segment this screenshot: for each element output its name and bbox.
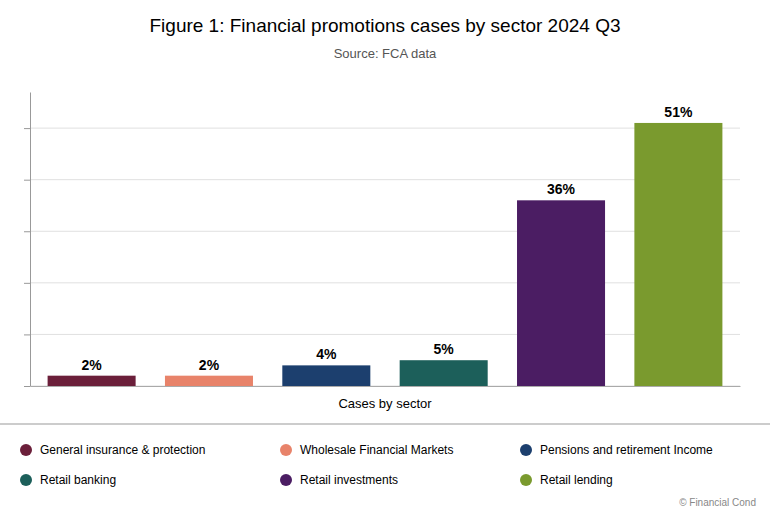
data-label: 4% [316, 346, 337, 362]
data-labels: 2% 2% 4% 5% 36% 51% [81, 104, 692, 373]
grid-line [30, 231, 740, 232]
data-label: 36% [547, 181, 576, 197]
y-axis [24, 93, 31, 387]
grid-line [30, 334, 740, 335]
legend-item: Pensions and retirement Income [520, 443, 713, 457]
legend-marker [520, 444, 532, 456]
legend-separator [0, 423, 770, 425]
legend-label: Retail lending [540, 473, 613, 487]
title: Figure 1: Financial promotions cases by … [149, 15, 620, 36]
grid-line [30, 179, 740, 180]
legend-label: Wholesale Financial Markets [300, 443, 453, 457]
y-tick-mark [24, 386, 30, 387]
data-label: 2% [199, 357, 220, 373]
y-tick [24, 231, 30, 232]
legend-label: Retail investments [300, 473, 398, 487]
subtitle: Source: FCA data [334, 46, 437, 61]
legend-marker [20, 474, 32, 486]
annotation: © Financial Cond [679, 497, 756, 508]
bar [48, 376, 136, 386]
legend-marker [280, 444, 292, 456]
y-tick [24, 180, 30, 181]
legend-item: Retail lending [520, 473, 613, 487]
data-label: 5% [434, 341, 455, 357]
x-axis-line [31, 386, 741, 387]
data-label: 51% [664, 104, 693, 120]
y-tick-mark [24, 283, 30, 284]
y-tick-mark [24, 231, 30, 232]
bar [282, 365, 370, 386]
y-tick [24, 128, 30, 129]
bar [165, 376, 253, 386]
legend-item: Retail banking [20, 473, 116, 487]
x-axis-title: Cases by sector [338, 396, 432, 411]
legend-marker [520, 474, 532, 486]
chart: Figure 1: Financial promotions cases by … [0, 0, 770, 514]
legend-item: General insurance & protection [20, 443, 205, 457]
bar [517, 200, 605, 386]
x-axis [31, 386, 741, 387]
legend: General insurance & protection Wholesale … [20, 443, 713, 487]
bars [48, 123, 723, 386]
legend-label: General insurance & protection [40, 443, 205, 457]
legend-label: Pensions and retirement Income [540, 443, 713, 457]
bar [634, 123, 722, 386]
legend-marker [280, 474, 292, 486]
y-axis-line [30, 93, 31, 387]
grid-line [30, 128, 740, 129]
y-tick [24, 283, 30, 284]
y-tick-mark [24, 180, 30, 181]
grid-line [30, 282, 740, 283]
legend-item: Wholesale Financial Markets [280, 443, 453, 457]
data-label: 2% [81, 357, 102, 373]
y-tick-mark [24, 128, 30, 129]
grid [30, 128, 740, 386]
legend-item: Retail investments [280, 473, 398, 487]
grid-line [30, 386, 740, 387]
plot: 2% 2% 4% 5% 36% 51% [24, 93, 741, 387]
y-tick [24, 386, 30, 387]
y-tick-mark [24, 334, 30, 335]
legend-label: Retail banking [40, 473, 116, 487]
legend-marker [20, 444, 32, 456]
y-tick [24, 334, 30, 335]
bar [400, 360, 488, 386]
